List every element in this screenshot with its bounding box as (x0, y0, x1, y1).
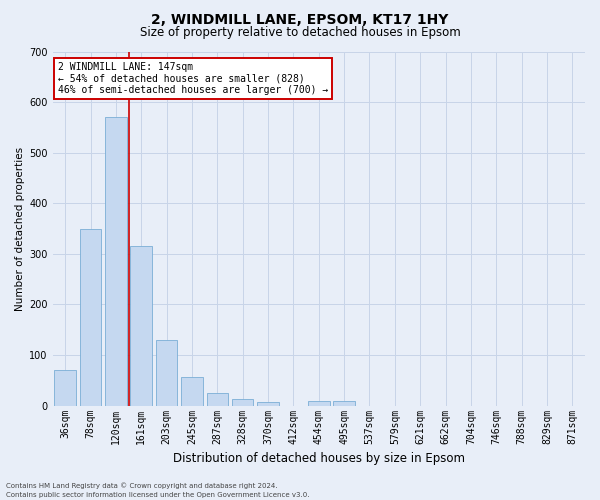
Bar (80, 228, 101, 406)
Bar (257, 402, 279, 406)
Bar (206, 393, 228, 406)
Y-axis label: Number of detached properties: Number of detached properties (15, 146, 25, 310)
Bar (105, 118, 127, 406)
Bar (334, 400, 355, 406)
Bar (156, 340, 178, 406)
Text: Size of property relative to detached houses in Epsom: Size of property relative to detached ho… (140, 26, 460, 39)
Bar (181, 377, 203, 406)
Text: Contains HM Land Registry data © Crown copyright and database right 2024.: Contains HM Land Registry data © Crown c… (6, 482, 277, 489)
Bar (55, 370, 76, 406)
X-axis label: Distribution of detached houses by size in Epsom: Distribution of detached houses by size … (173, 452, 465, 465)
Bar (130, 246, 152, 406)
Text: Contains public sector information licensed under the Open Government Licence v3: Contains public sector information licen… (6, 492, 310, 498)
Bar (308, 400, 329, 406)
Text: 2, WINDMILL LANE, EPSOM, KT17 1HY: 2, WINDMILL LANE, EPSOM, KT17 1HY (151, 12, 449, 26)
Bar (232, 398, 253, 406)
Text: 2 WINDMILL LANE: 147sqm
← 54% of detached houses are smaller (828)
46% of semi-d: 2 WINDMILL LANE: 147sqm ← 54% of detache… (58, 62, 328, 96)
